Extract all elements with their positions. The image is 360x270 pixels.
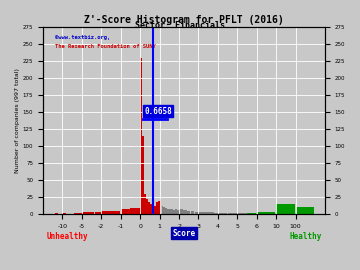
Bar [62,213,66,214]
Bar [78,213,82,214]
Text: Unhealthy: Unhealthy [47,232,89,241]
Bar [148,202,150,214]
Bar [247,213,256,214]
Text: Sector: Financials: Sector: Financials [135,21,225,30]
Bar [296,207,314,214]
Bar [140,58,142,214]
Bar [167,209,169,214]
Bar [144,194,146,214]
Bar [171,210,173,214]
Bar [82,212,88,214]
Bar [88,212,94,214]
Bar [55,213,58,214]
Bar [183,210,186,214]
Bar [166,208,167,214]
Bar [150,204,152,214]
Bar [175,210,177,214]
Bar [121,210,130,214]
Bar [169,210,171,214]
Bar [95,211,101,214]
Text: Healthy: Healthy [290,232,322,241]
Bar [162,206,163,214]
Text: ©www.textbiz.org,: ©www.textbiz.org, [55,35,110,40]
Bar [187,211,190,214]
Bar [237,213,247,214]
Bar [179,209,183,214]
Bar [191,211,194,214]
Bar [156,202,158,214]
Bar [214,213,218,214]
Bar [276,204,294,214]
Bar [198,211,202,214]
Bar [228,213,237,214]
Bar [152,205,154,214]
Bar [142,136,144,214]
Bar [111,211,120,214]
Bar [159,199,161,214]
Y-axis label: Number of companies (997 total): Number of companies (997 total) [15,68,20,173]
Bar [218,213,227,214]
Bar [173,210,175,214]
Bar [194,211,198,214]
Bar [257,212,275,214]
Bar [154,206,156,214]
Title: Z'-Score Histogram for PFLT (2016): Z'-Score Histogram for PFLT (2016) [84,15,284,25]
Bar [177,210,179,214]
Bar [210,212,214,214]
Bar [74,213,78,214]
Text: Score: Score [172,229,195,238]
Bar [158,201,159,214]
Bar [163,207,165,214]
Bar [101,211,111,214]
Bar [146,199,148,214]
Bar [202,212,206,214]
Bar [206,212,210,214]
Text: The Research Foundation of SUNY: The Research Foundation of SUNY [55,44,156,49]
Text: 0.6658: 0.6658 [144,107,172,116]
Bar [130,208,140,214]
